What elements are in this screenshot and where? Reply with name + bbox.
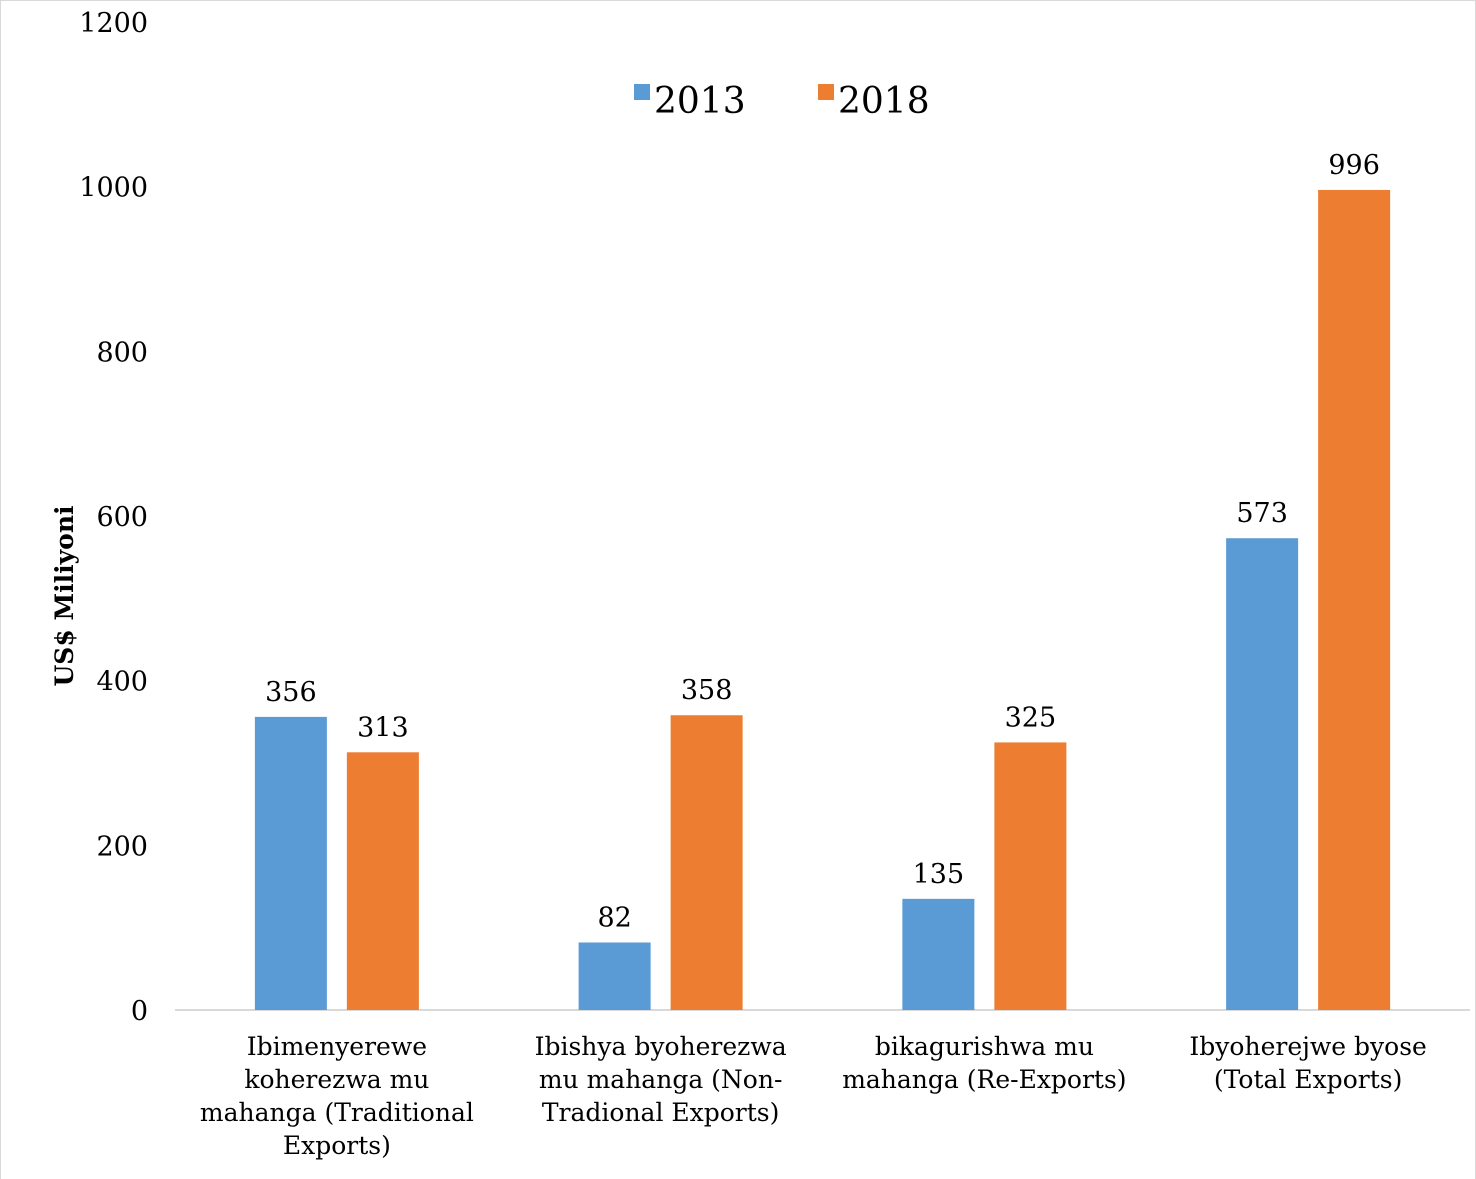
data-label: 82 bbox=[597, 902, 631, 933]
legend-label: 2018 bbox=[838, 81, 930, 122]
bar-2018-2 bbox=[994, 742, 1067, 1010]
bar-2018-1 bbox=[670, 715, 743, 1010]
legend-label: 2013 bbox=[654, 81, 746, 122]
bar-2013-3 bbox=[1226, 538, 1299, 1010]
y-tick-label: 800 bbox=[96, 337, 148, 368]
data-label: 325 bbox=[1005, 702, 1057, 733]
data-label: 356 bbox=[265, 677, 317, 708]
x-tick-label: bikagurishwa mu mahanga (Re-Exports) bbox=[842, 1032, 1126, 1094]
bar-2018-3 bbox=[1318, 189, 1391, 1010]
y-axis-title: US$ Miliyoni bbox=[50, 506, 79, 687]
bar-2013-1 bbox=[578, 942, 651, 1010]
data-label: 313 bbox=[357, 712, 409, 743]
x-tick-label: Ibyoherejwe byose (Total Exports) bbox=[1189, 1032, 1426, 1094]
y-tick-label: 400 bbox=[96, 667, 148, 698]
x-axis: Ibimenyerewe koherezwa mu mahanga (Traditi… bbox=[200, 1032, 1427, 1160]
y-tick-label: 0 bbox=[131, 996, 148, 1027]
x-tick-label: Ibishya byoherezwa mu mahanga (Non-Tradio… bbox=[535, 1032, 787, 1127]
bar-2013-0 bbox=[254, 716, 327, 1010]
legend-swatch-2018 bbox=[818, 84, 834, 100]
y-tick-label: 1200 bbox=[79, 8, 148, 39]
legend: 2013 2018 bbox=[634, 81, 930, 122]
data-label: 135 bbox=[913, 859, 965, 890]
legend-swatch-2013 bbox=[634, 84, 650, 100]
y-tick-label: 1000 bbox=[79, 173, 148, 204]
y-tick-label: 600 bbox=[96, 502, 148, 533]
y-axis: 0 200 400 600 800 1000 1200 bbox=[79, 8, 148, 1027]
data-label: 573 bbox=[1236, 498, 1288, 529]
data-label: 358 bbox=[681, 675, 733, 706]
y-tick-label: 200 bbox=[96, 831, 148, 862]
bars: 356 82 135 573 313 358 325 996 bbox=[254, 150, 1391, 1010]
x-tick-label: Ibimenyerewe koherezwa mu mahanga (Traditi… bbox=[200, 1032, 474, 1160]
bar-2018-0 bbox=[346, 752, 419, 1010]
bar-2013-2 bbox=[902, 898, 975, 1010]
data-label: 996 bbox=[1328, 150, 1380, 181]
